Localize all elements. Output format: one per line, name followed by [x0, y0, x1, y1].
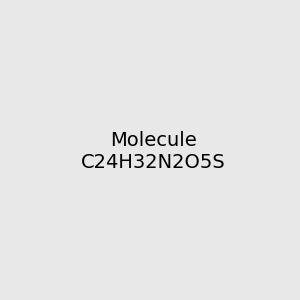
Text: Molecule
C24H32N2O5S: Molecule C24H32N2O5S — [81, 131, 226, 172]
